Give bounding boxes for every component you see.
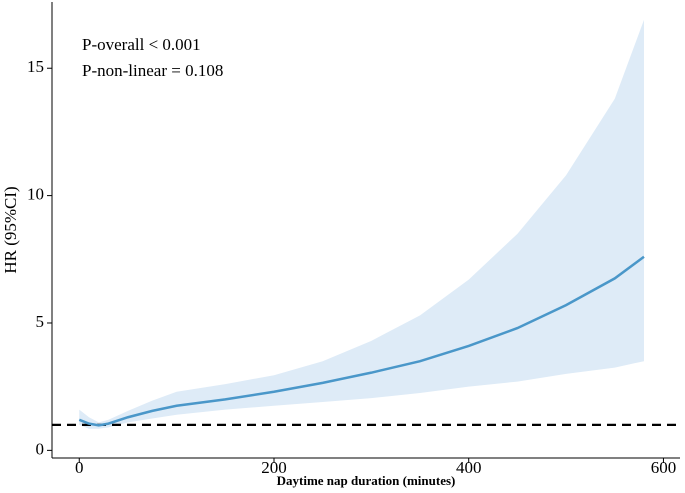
x-tick-label: 0 [75,458,84,477]
y-tick-label: 5 [36,312,45,331]
x-tick-label: 600 [651,458,677,477]
annotation: P-non-linear = 0.108 [82,61,223,80]
x-axis-label: Daytime nap duration (minutes) [277,473,456,488]
y-axis-label: HR (95%CI) [1,186,20,273]
y-tick-label: 10 [27,185,44,204]
hr-line [78,255,645,427]
x-tick-label: 200 [261,458,287,477]
x-tick-label: 400 [456,458,482,477]
y-tick-label: 15 [27,57,44,76]
y-tick-label: 0 [36,439,45,458]
ci-band [79,19,644,429]
annotation: P-overall < 0.001 [82,35,201,54]
